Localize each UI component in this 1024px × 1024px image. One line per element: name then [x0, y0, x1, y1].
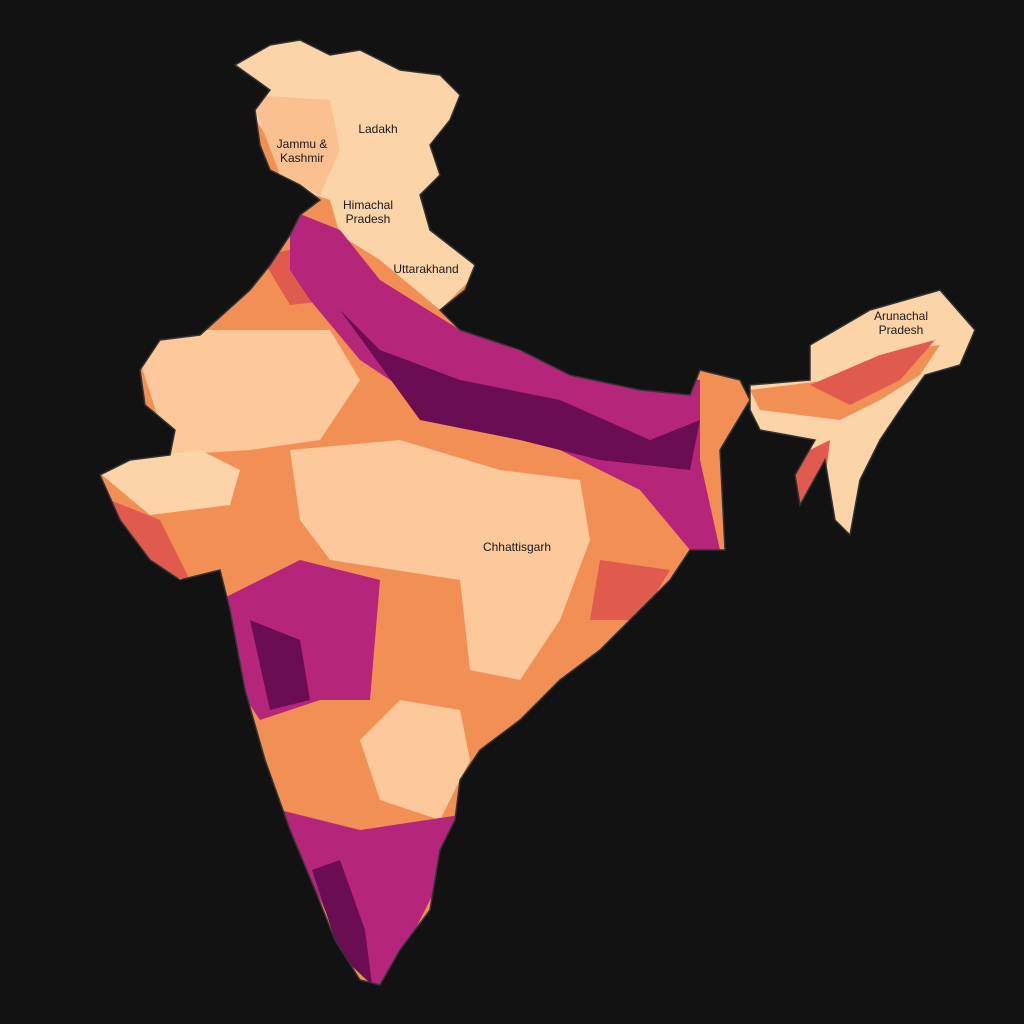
northeast-outline [749, 289, 976, 537]
region-label: Arunachal Pradesh [873, 309, 929, 337]
region-label: Chhattisgarh [482, 540, 552, 554]
northeast-regions [750, 290, 975, 535]
region-label: Himachal Pradesh [342, 198, 393, 226]
region-label: Ladakh [358, 122, 398, 136]
region-label: Uttarakhand [393, 262, 459, 276]
region-label: Jammu & Kashmir [276, 137, 328, 165]
